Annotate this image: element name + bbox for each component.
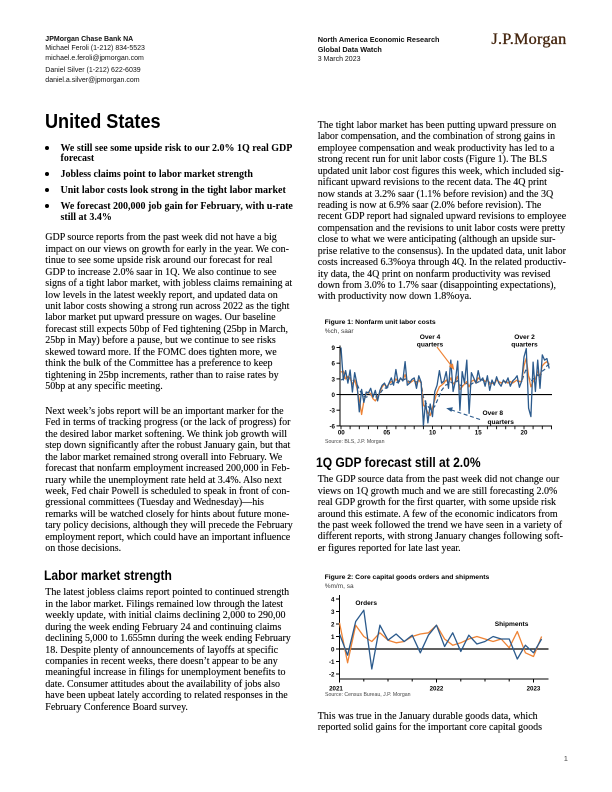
svg-text:20: 20	[521, 430, 528, 437]
svg-text:-2: -2	[329, 671, 335, 678]
svg-text:9: 9	[332, 345, 336, 352]
svg-text:2: 2	[331, 621, 335, 628]
svg-text:Over 2: Over 2	[514, 334, 535, 341]
svg-text:10: 10	[429, 430, 436, 437]
svg-text:-3: -3	[329, 408, 335, 415]
svg-text:15: 15	[475, 430, 482, 437]
svg-text:-6: -6	[329, 423, 335, 430]
svg-text:4: 4	[331, 596, 335, 603]
svg-text:0: 0	[331, 646, 335, 653]
svg-text:00: 00	[338, 430, 345, 437]
svg-text:quarters: quarters	[488, 419, 515, 426]
svg-text:Over 4: Over 4	[420, 334, 441, 341]
svg-text:2023: 2023	[527, 685, 541, 692]
svg-text:2022: 2022	[430, 685, 444, 692]
svg-text:Shipments: Shipments	[495, 621, 529, 628]
svg-text:1: 1	[331, 634, 335, 641]
svg-text:Over 8: Over 8	[483, 410, 504, 417]
svg-text:quarters: quarters	[511, 341, 538, 348]
svg-text:3: 3	[332, 376, 336, 383]
svg-text:6: 6	[332, 361, 336, 368]
svg-text:0: 0	[332, 392, 336, 399]
svg-text:05: 05	[383, 430, 390, 437]
svg-text:quarters: quarters	[417, 341, 444, 348]
svg-text:3: 3	[331, 609, 335, 616]
svg-text:-1: -1	[329, 659, 335, 666]
svg-text:Orders: Orders	[355, 600, 377, 607]
svg-text:2021: 2021	[329, 685, 343, 692]
